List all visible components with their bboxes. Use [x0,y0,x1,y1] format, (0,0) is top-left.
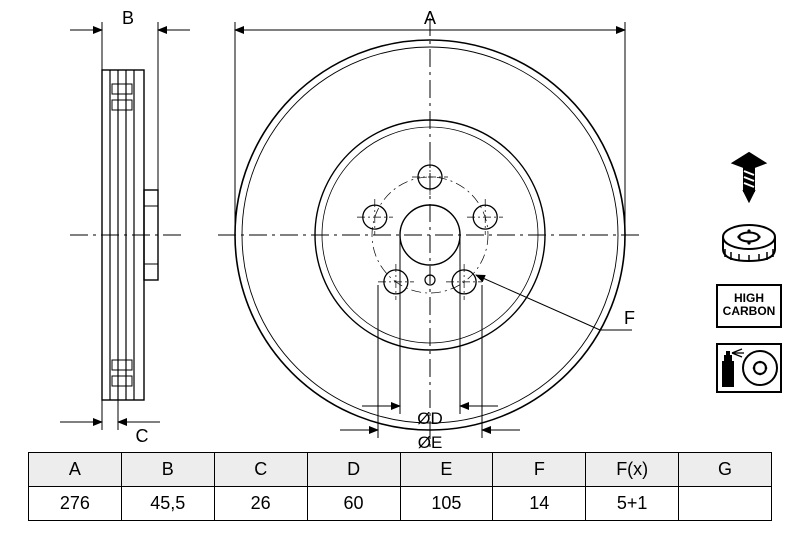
dim-A-label: A [424,8,436,28]
table-header-row: A B C D E F F(x) G [29,453,772,487]
dim-C-label: C [136,426,149,446]
col-C: C [214,453,307,487]
val-E: 105 [400,487,493,521]
front-view: A F ØD ØE [218,8,642,452]
screw-icon [716,148,782,204]
dimensions-table: A B C D E F F(x) G 276 45,5 26 60 105 14… [28,452,772,521]
col-F: F [493,453,586,487]
coated-rotor-icon [716,340,782,396]
col-B: B [121,453,214,487]
val-G [679,487,772,521]
dim-E-label: ØE [418,433,443,452]
vented-rotor-icon [716,216,782,272]
technical-drawing: B C [0,0,800,460]
col-G: G [679,453,772,487]
col-Fx: F(x) [586,453,679,487]
dim-B-label: B [122,8,134,28]
col-A: A [29,453,122,487]
dim-D-label: ØD [417,409,443,428]
val-A: 276 [29,487,122,521]
table-row: 276 45,5 26 60 105 14 5+1 [29,487,772,521]
col-D: D [307,453,400,487]
high-carbon-badge: HIGH CARBON [716,284,782,328]
val-Fx: 5+1 [586,487,679,521]
col-E: E [400,453,493,487]
high-carbon-line2: CARBON [720,305,778,318]
dim-F-label: F [624,308,635,328]
val-C: 26 [214,487,307,521]
val-B: 45,5 [121,487,214,521]
val-F: 14 [493,487,586,521]
icons-column: HIGH CARBON [716,148,782,396]
side-view: B C [60,8,190,446]
val-D: 60 [307,487,400,521]
